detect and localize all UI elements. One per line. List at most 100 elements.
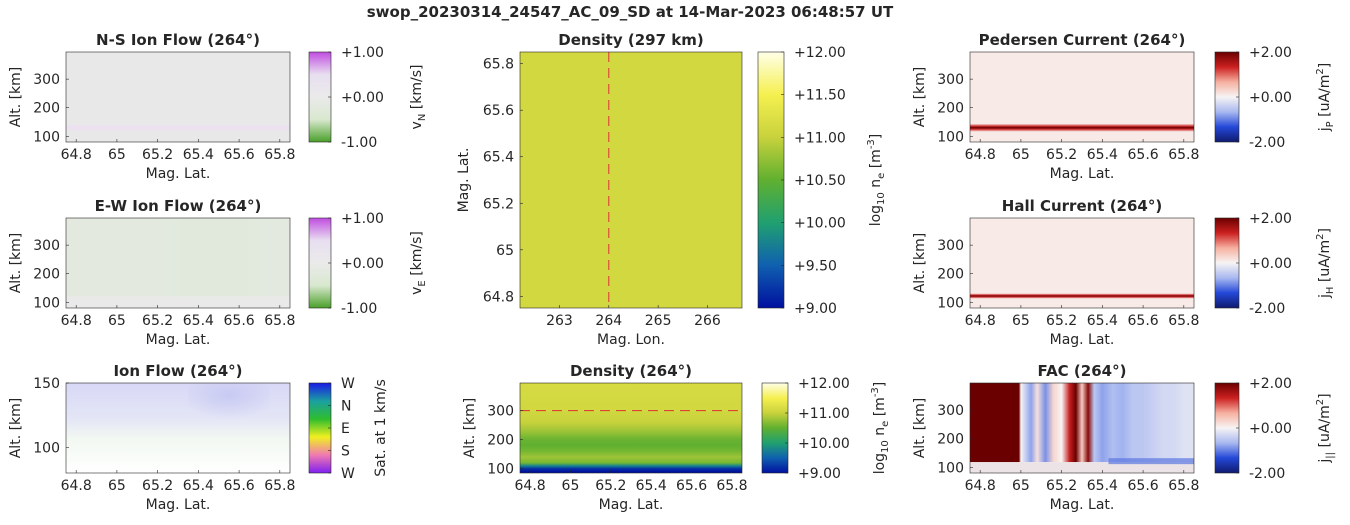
y-tick-label: 300	[33, 72, 60, 88]
colorbar-label: jP [uA/m2]	[1315, 63, 1336, 132]
colorbar-tick-label: W	[341, 466, 355, 482]
x-tick-label: 65	[1012, 313, 1030, 329]
x-tick-label: 65	[562, 478, 580, 494]
y-axis-label: Alt. [km]	[8, 233, 24, 294]
colorbar-gradient	[1214, 382, 1240, 474]
x-tick-label: 64.8	[515, 478, 546, 494]
x-axis-label: Mag. Lat.	[1050, 166, 1115, 182]
y-tick-label: 65.2	[483, 196, 514, 212]
colorbar-gradient	[1214, 51, 1240, 143]
x-tick-label: 64.8	[61, 147, 92, 163]
axes-box	[519, 51, 743, 309]
x-axis-label: Mag. Lon.	[597, 332, 665, 348]
x-tick-label: 65.8	[716, 478, 747, 494]
y-axis-label: Alt. [km]	[8, 398, 24, 459]
panel-ionflow: 64.8 65 65.2 65.4 65.6 65.8 100 150 Ion Flow (26…	[8, 362, 389, 513]
y-tick-label: 200	[487, 433, 514, 449]
colorbar-label-part: -3	[870, 387, 881, 397]
colorbar-tick-label: +11.50	[794, 88, 846, 104]
colorbar-label-part: ]	[1317, 63, 1333, 68]
heatmap-fac-columns	[970, 383, 1194, 463]
colorbar-label-part: e	[876, 173, 887, 179]
y-tick-label: 65.6	[483, 103, 514, 119]
panel-title: Ion Flow (264°)	[113, 362, 242, 380]
figure-title: swop_20230314_24547_AC_09_SD at 14-Mar-2…	[367, 3, 894, 21]
plot-area-hall	[970, 218, 1194, 308]
x-axis-label: Mag. Lat.	[146, 332, 211, 348]
heatmap-profile	[520, 383, 742, 473]
colorbar-label-part: n	[868, 179, 884, 192]
colorbar-hall: +2.00 +0.00 -2.00 jH [uA/m2]	[1214, 211, 1336, 317]
panel-hall: 64.8 65 65.2 65.4 65.6 65.8 100 200 300 Hall Curr…	[912, 197, 1336, 348]
y-axis-label: Alt. [km]	[912, 67, 928, 128]
panel-ped: 64.8 65 65.2 65.4 65.6 65.8 100 200 300 Pedersen …	[912, 31, 1336, 182]
colorbar-label-part: P	[1325, 121, 1336, 127]
colorbar-gradient	[757, 51, 785, 309]
colorbar-gradient	[1214, 217, 1240, 309]
colorbar-tick-label: +9.50	[794, 258, 837, 274]
y-tick-label: 200	[937, 267, 964, 283]
colorbar-fac: +2.00 +0.00 -2.00 j|| [uA/m2]	[1214, 376, 1336, 482]
colorbar-tick-label: +2.00	[1249, 211, 1292, 227]
colorbar-gradient	[761, 382, 789, 474]
colorbar-tick-label: N	[341, 399, 351, 415]
axes-box	[65, 51, 291, 143]
colorbar-tick-label: +10.00	[794, 216, 846, 232]
panel-title: Density (264°)	[570, 362, 692, 380]
x-tick-label: 65.6	[224, 147, 255, 163]
colorbar-label-part: [m	[868, 149, 884, 173]
x-tick-label: 65.2	[1046, 313, 1077, 329]
x-tick-label: 65.4	[636, 478, 667, 494]
colorbar-label: log10 ne [m-3]	[870, 382, 891, 475]
heatmap-current-band	[970, 293, 1194, 299]
colorbar-label-part: [uA/m	[1317, 75, 1333, 122]
x-tick-label: 65.2	[595, 478, 626, 494]
x-tick-label: 65	[108, 147, 126, 163]
y-tick-label: 65.4	[483, 150, 514, 166]
x-tick-label: 65	[108, 313, 126, 329]
heatmap-low-region	[66, 296, 290, 308]
y-tick-label: 150	[33, 376, 60, 392]
x-tick-label: 65.8	[264, 478, 295, 494]
heatmap-background	[970, 218, 1194, 308]
colorbar-label-part: [km/s]	[409, 231, 425, 280]
axes-box	[65, 382, 291, 474]
colorbar-tick-label: +0.00	[1249, 90, 1292, 106]
y-tick-label: 300	[33, 238, 60, 254]
x-tick-label: 65	[1012, 478, 1030, 494]
x-tick-label: 65	[1012, 147, 1030, 163]
panel-ew: 64.8 65 65.2 65.4 65.6 65.8 100 200 300 E-W Ion F…	[8, 197, 428, 348]
x-tick-label: 64.8	[965, 313, 996, 329]
axes-box	[969, 51, 1195, 143]
colorbar-tick-label: E	[341, 421, 350, 437]
panel-title: N-S Ion Flow (264°)	[96, 31, 260, 49]
colorbar-tick-label: +0.00	[1249, 256, 1292, 272]
plot-area-ped	[970, 52, 1194, 142]
x-tick-label: 65.6	[224, 478, 255, 494]
y-tick-label: 200	[937, 101, 964, 117]
colorbar-label: vN [km/s]	[409, 65, 428, 130]
x-axis-label: Mag. Lat.	[1050, 497, 1115, 513]
x-tick-label: 65.4	[183, 313, 214, 329]
x-tick-label: 263	[546, 313, 573, 329]
x-tick-label: 65.8	[1168, 313, 1199, 329]
y-axis-label: Alt. [km]	[912, 398, 928, 459]
x-tick-label: 264	[595, 313, 622, 329]
y-tick-label: 200	[33, 101, 60, 117]
colorbar-label-part: Sat. at 1 km/s	[373, 379, 389, 477]
x-tick-label: 65.2	[142, 478, 173, 494]
colorbar-label-part: 2	[1315, 68, 1326, 74]
colorbar-tick-label: +9.00	[798, 466, 841, 482]
y-tick-label: 100	[33, 295, 60, 311]
x-tick-label: 265	[645, 313, 672, 329]
y-axis-label: Alt. [km]	[912, 233, 928, 294]
colorbar-tick-label: +0.00	[341, 90, 384, 106]
colorbar-label-part: v	[409, 287, 425, 295]
colorbar-tick-label: -1.00	[341, 301, 377, 317]
colorbar-tick-label: +1.00	[341, 45, 384, 61]
plot-area-fac	[970, 383, 1194, 473]
colorbar-tick-label: -2.00	[1249, 135, 1285, 151]
colorbar-label-part: ]	[872, 382, 888, 387]
